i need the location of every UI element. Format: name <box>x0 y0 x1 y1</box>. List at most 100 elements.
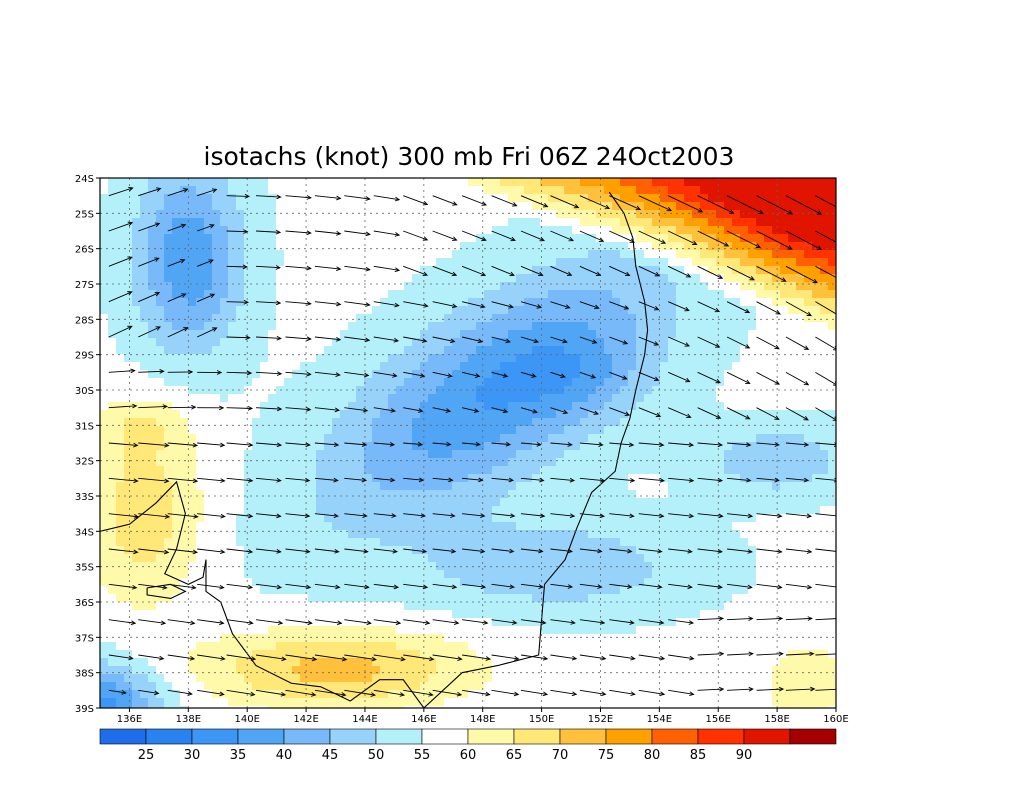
field-cell <box>204 394 213 403</box>
field-cell <box>220 586 229 595</box>
field-cell <box>468 186 477 195</box>
field-cell <box>452 530 461 539</box>
field-cell <box>420 586 429 595</box>
field-cell <box>500 338 509 347</box>
field-cell <box>508 514 517 523</box>
field-cell <box>364 442 373 451</box>
field-cell <box>820 586 829 595</box>
field-cell <box>620 202 629 211</box>
field-cell <box>708 314 717 323</box>
field-cell <box>556 482 565 491</box>
field-cell <box>228 322 237 331</box>
field-cell <box>236 386 245 395</box>
field-cell <box>204 418 213 427</box>
field-cell <box>588 410 597 419</box>
field-cell <box>188 186 197 195</box>
field-cell <box>412 458 421 467</box>
field-cell <box>772 594 781 603</box>
field-cell <box>260 442 269 451</box>
field-cell <box>596 346 605 355</box>
field-cell <box>652 562 661 571</box>
field-cell <box>316 226 325 235</box>
field-cell <box>636 458 645 467</box>
field-cell <box>444 354 453 363</box>
field-cell <box>348 338 357 347</box>
field-cell <box>124 394 133 403</box>
field-cell <box>124 346 133 355</box>
field-cell <box>788 490 797 499</box>
field-cell <box>716 450 725 459</box>
field-cell <box>324 482 333 491</box>
field-cell <box>396 450 405 459</box>
field-cell <box>348 586 357 595</box>
field-cell <box>340 562 349 571</box>
field-cell <box>724 562 733 571</box>
field-cell <box>516 354 525 363</box>
field-cell <box>692 322 701 331</box>
field-cell <box>676 562 685 571</box>
field-cell <box>652 466 661 475</box>
field-cell <box>300 186 309 195</box>
field-cell <box>668 570 677 579</box>
field-cell <box>212 410 221 419</box>
field-cell <box>300 426 309 435</box>
field-cell <box>356 458 365 467</box>
field-cell <box>828 506 836 515</box>
field-cell <box>388 522 397 531</box>
field-cell <box>764 314 773 323</box>
field-cell <box>380 458 389 467</box>
field-cell <box>492 490 501 499</box>
field-cell <box>588 218 597 227</box>
field-cell <box>108 514 117 523</box>
field-cell <box>404 442 413 451</box>
field-cell <box>116 346 125 355</box>
field-cell <box>140 218 149 227</box>
field-cell <box>692 562 701 571</box>
field-cell <box>700 354 709 363</box>
field-cell <box>572 554 581 563</box>
field-cell <box>388 386 397 395</box>
field-cell <box>148 218 157 227</box>
field-cell <box>252 578 261 587</box>
field-cell <box>676 594 685 603</box>
field-cell <box>692 274 701 283</box>
field-cell <box>372 202 381 211</box>
field-cell <box>572 426 581 435</box>
field-cell <box>340 378 349 387</box>
field-cell <box>356 250 365 259</box>
field-cell <box>372 546 381 555</box>
field-cell <box>700 282 709 291</box>
field-cell <box>452 466 461 475</box>
field-cell <box>180 434 189 443</box>
field-cell <box>668 210 677 219</box>
field-cell <box>748 226 757 235</box>
field-cell <box>316 602 325 611</box>
field-cell <box>788 466 797 475</box>
field-cell <box>100 202 109 211</box>
field-cell <box>444 194 453 203</box>
field-cell <box>828 594 836 603</box>
field-cell <box>700 586 709 595</box>
field-cell <box>516 586 525 595</box>
field-cell <box>276 394 285 403</box>
field-cell <box>708 218 717 227</box>
field-cell <box>500 442 509 451</box>
field-cell <box>708 202 717 211</box>
field-cell <box>628 314 637 323</box>
field-cell <box>364 570 373 579</box>
field-cell <box>628 178 637 187</box>
field-cell <box>572 234 581 243</box>
field-cell <box>276 530 285 539</box>
field-cell <box>460 418 469 427</box>
field-cell <box>700 218 709 227</box>
field-cell <box>676 586 685 595</box>
field-cell <box>340 594 349 603</box>
field-cell <box>268 282 277 291</box>
field-cell <box>132 298 141 307</box>
field-cell <box>756 250 765 259</box>
field-cell <box>372 226 381 235</box>
field-cell <box>636 506 645 515</box>
field-cell <box>668 498 677 507</box>
field-cell <box>444 474 453 483</box>
field-cell <box>668 538 677 547</box>
